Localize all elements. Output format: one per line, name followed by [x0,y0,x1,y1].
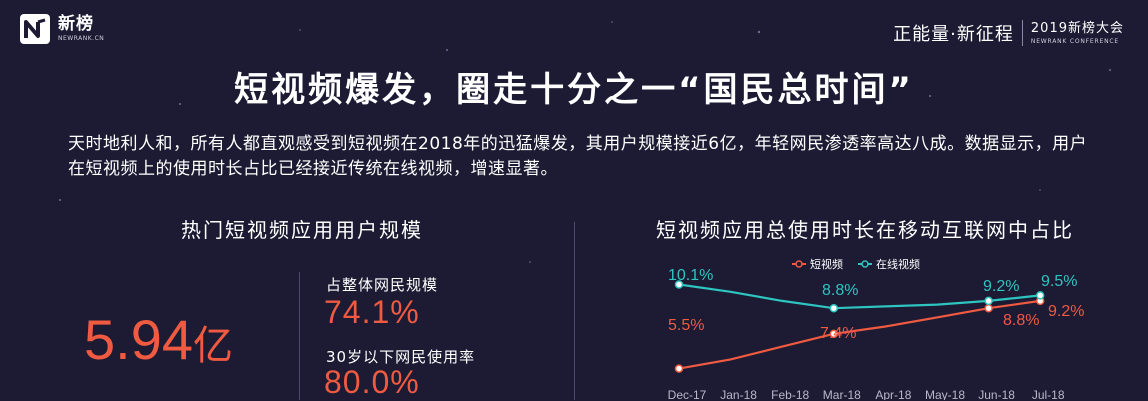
stat-label-under30-rate: 30岁以下网民使用率 [326,348,476,366]
x-tick-label-0: Dec-17 [668,388,707,400]
newrank-logo-icon [20,14,50,44]
data-label-s1-3: 8.8% [822,282,858,299]
data-point-s0-6 [984,303,993,313]
data-point-s0-3 [829,329,839,339]
newrank-logo[interactable]: 新榜 NEWRANK.CN [20,14,104,44]
x-tick-label-2: Feb-18 [771,388,809,400]
stat-value-netizen-share: 74.1% [324,294,420,330]
legend-label-0: 短视频 [810,257,843,271]
logo-name: 新榜 [58,14,94,34]
section-divider [574,222,575,400]
conference-divider [1021,20,1023,46]
series-line-0 [678,299,1041,370]
data-label-s0-7: 9.2% [1048,303,1084,320]
user-scale-unit: 亿 [193,323,233,369]
data-point-s0-0 [674,364,684,373]
data-label-s0-3: 7.4% [820,325,856,342]
chart-title: 短视频应用总使用时长在移动互联网中占比 [656,218,1074,242]
intro-paragraph: 天时地利人和，所有人都直观感受到短视频在2018年的迅猛爆发，其用户规模接近6亿… [68,134,1088,179]
user-scale-heading: 热门短视频应用用户规模 [181,218,423,242]
data-label-s1-6: 9.2% [983,278,1019,295]
data-label-s0-6: 8.8% [1003,312,1039,329]
data-point-s1-3 [829,303,839,313]
data-label-s1-0: 10.1% [668,267,713,284]
data-point-s1-0 [674,280,684,289]
conference-badge: 正能量·新征程 2019新榜大会 NEWRANK CONFERENCE [893,20,1124,46]
conference-name: 2019新榜大会 [1030,20,1124,36]
data-point-s1-7 [1035,291,1045,300]
series-line-1 [678,283,1041,310]
x-tick-label-1: Jan-18 [720,388,757,400]
conference-slogan: 正能量·新征程 [893,24,1014,45]
legend-marker-1 [861,260,869,268]
legend-label-1: 在线视频 [876,257,920,271]
data-label-s0-0: 5.5% [668,317,704,334]
logo-subtitle: NEWRANK.CN [58,35,105,42]
x-tick-label-3: Mar-18 [823,388,861,400]
user-scale-number: 5.94 [84,308,193,371]
stats-divider [299,272,300,400]
x-tick-label-6: Jun-18 [978,388,1015,400]
stat-label-netizen-share: 占整体网民规模 [326,276,439,294]
conference-subtitle: NEWRANK CONFERENCE [1030,37,1119,45]
x-tick-label-5: May-18 [925,388,965,400]
user-scale-total: 5.94亿 [84,312,233,368]
data-label-s1-7: 9.5% [1041,273,1077,290]
data-point-s1-6 [984,296,993,306]
page-title: 短视频爆发，圈走十分之一“国民总时间” [234,70,914,110]
stat-value-under30-rate: 80.0% [324,364,420,400]
x-tick-label-4: Apr-18 [875,388,911,400]
legend-marker-0 [795,260,803,268]
x-tick-label-7: Jul-18 [1032,388,1065,400]
